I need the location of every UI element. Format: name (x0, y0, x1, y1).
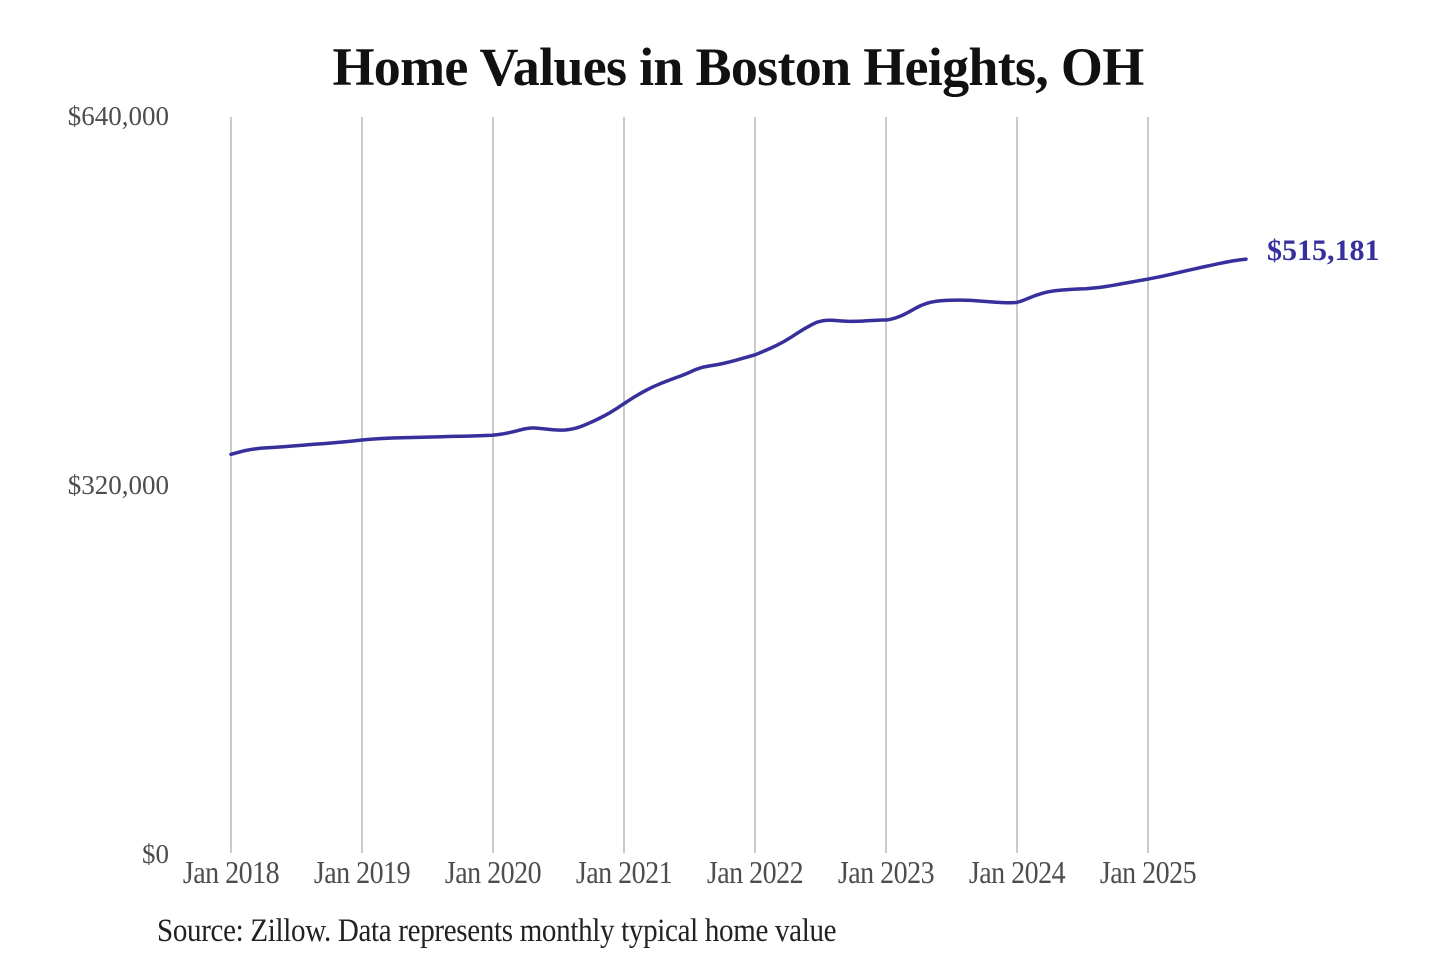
svg-text:Jan 2021: Jan 2021 (576, 857, 672, 891)
svg-text:$515,181: $515,181 (1267, 234, 1380, 267)
svg-text:Home Values in Boston Heights,: Home Values in Boston Heights, OH (332, 37, 1144, 97)
svg-text:Source: Zillow. Data represent: Source: Zillow. Data represents monthly … (157, 913, 836, 949)
svg-text:$320,000: $320,000 (68, 470, 169, 500)
svg-text:Jan 2022: Jan 2022 (707, 857, 803, 891)
svg-text:Jan 2019: Jan 2019 (314, 857, 410, 891)
svg-text:Jan 2018: Jan 2018 (183, 857, 279, 891)
svg-text:Jan 2025: Jan 2025 (1100, 857, 1196, 891)
svg-text:Jan 2024: Jan 2024 (969, 857, 1066, 891)
svg-text:$640,000: $640,000 (68, 101, 169, 131)
svg-text:Jan 2020: Jan 2020 (445, 857, 541, 891)
svg-text:Jan 2023: Jan 2023 (838, 857, 934, 891)
svg-text:$0: $0 (142, 839, 169, 869)
